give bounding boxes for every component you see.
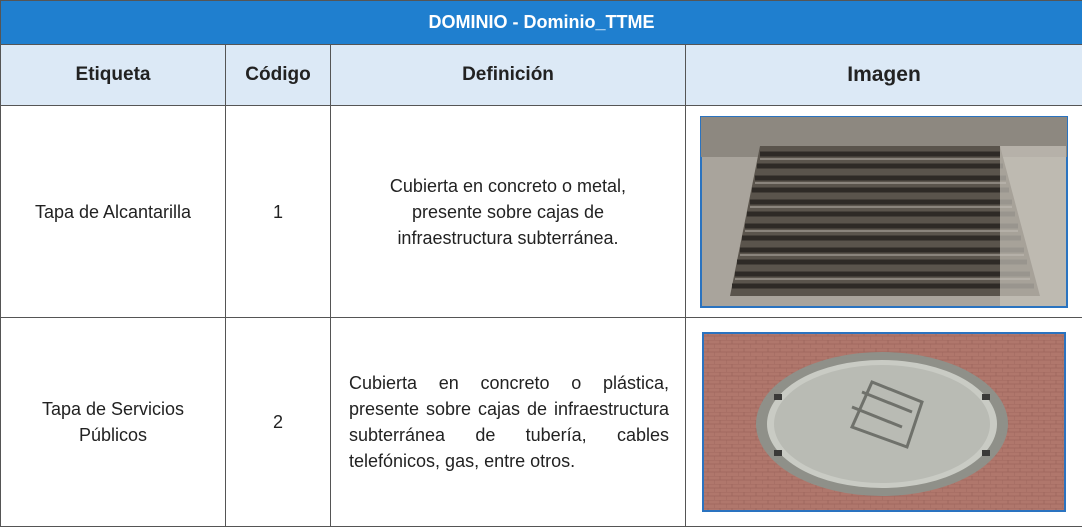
image-cell bbox=[684, 105, 1082, 318]
column-header: Etiqueta bbox=[0, 44, 226, 106]
definition-cell: Cubierta en concreto o metal, presente s… bbox=[330, 105, 686, 318]
column-header: Código bbox=[225, 44, 331, 106]
label-cell: Tapa de Alcantarilla bbox=[0, 105, 226, 318]
title-row: DOMINIO - Dominio_TTME bbox=[0, 0, 1082, 45]
grate-image bbox=[700, 115, 1069, 308]
definition-cell: Cubierta en concreto o plástica, present… bbox=[330, 317, 686, 527]
table-row: Tapa de Servicios Públicos 2 Cubierta en… bbox=[0, 317, 1082, 527]
manhole-image bbox=[702, 332, 1067, 512]
table-row: Tapa de Alcantarilla 1 Cubierta en concr… bbox=[0, 105, 1082, 318]
label-cell: Tapa de Servicios Públicos bbox=[0, 317, 226, 527]
column-header: Imagen bbox=[684, 44, 1082, 106]
column-header: Definición bbox=[330, 44, 686, 106]
image-cell bbox=[684, 317, 1082, 527]
header-row: Etiqueta Código Definición Imagen bbox=[0, 44, 1082, 106]
table-title: DOMINIO - Dominio_TTME bbox=[0, 0, 1082, 45]
code-cell: 2 bbox=[225, 317, 331, 527]
code-cell: 1 bbox=[225, 105, 331, 318]
